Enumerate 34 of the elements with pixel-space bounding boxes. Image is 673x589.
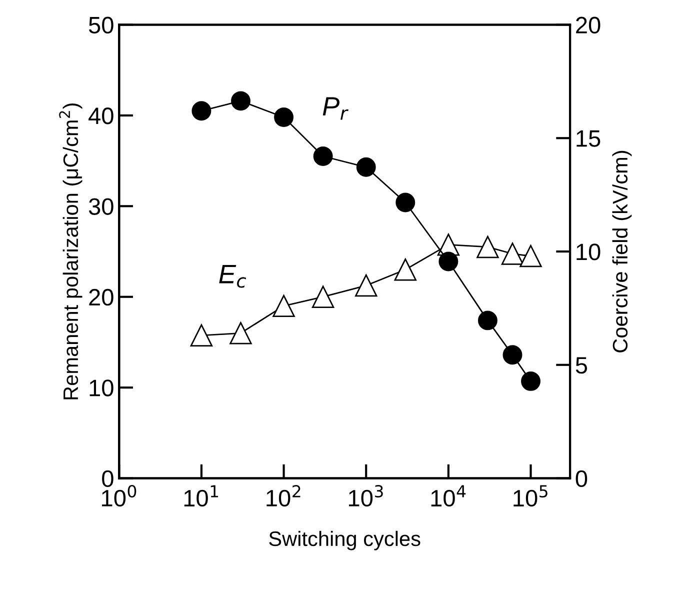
y2-tick-label: 20 xyxy=(576,16,600,34)
x-tick-label: 10$^{1}$ xyxy=(184,485,218,507)
y2-axis-title: Coercive field (kV/cm) xyxy=(612,150,632,352)
y-tick-label: 50 xyxy=(88,16,114,34)
point xyxy=(313,146,333,166)
series-label: P$_{r}$ xyxy=(322,97,348,120)
point xyxy=(354,274,378,297)
point xyxy=(356,157,376,177)
x-tick-label: 10$^{3}$ xyxy=(349,485,383,507)
y2-tick-label: 10 xyxy=(576,244,600,260)
y2-tick-label: 0 xyxy=(576,470,588,488)
point xyxy=(394,258,416,281)
point xyxy=(192,101,212,121)
y-tick-label: 40 xyxy=(88,108,114,124)
point xyxy=(476,236,499,258)
point xyxy=(274,108,294,127)
point xyxy=(190,324,213,347)
x-tick-label: 10$^{5}$ xyxy=(514,485,548,507)
point xyxy=(478,310,498,330)
series-label: E$_{c}$ xyxy=(219,265,246,288)
point xyxy=(230,322,252,344)
y-tick-label: 0 xyxy=(102,470,114,488)
y-tick-label: 20 xyxy=(89,288,114,306)
y-tick-label: 30 xyxy=(88,198,114,215)
x-tick-label: 10$^{4}$ xyxy=(431,485,466,507)
y-axis-title: Remanent polarization (μC/cm$^{2}$) xyxy=(59,104,82,400)
y-tick-label: 10 xyxy=(90,380,114,396)
point xyxy=(272,294,295,318)
point xyxy=(312,286,334,308)
x-axis-title: Switching cycles xyxy=(269,530,420,550)
x-tick-label: 10$^{2}$ xyxy=(266,485,300,507)
point xyxy=(396,192,416,212)
y2-tick-label: 15 xyxy=(576,130,600,147)
y2-tick-label: 5 xyxy=(576,357,588,374)
